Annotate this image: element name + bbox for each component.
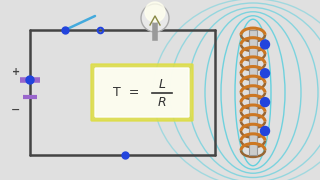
Text: L: L [158, 78, 165, 91]
Text: +: + [12, 67, 20, 77]
Circle shape [260, 40, 269, 49]
Bar [249, 30, 257, 155]
Text: R: R [158, 96, 166, 109]
Circle shape [260, 69, 269, 78]
Circle shape [260, 98, 269, 107]
Circle shape [260, 127, 269, 136]
Text: T  =: T = [113, 86, 139, 99]
Circle shape [141, 4, 169, 32]
Text: −: − [11, 105, 21, 115]
FancyBboxPatch shape [95, 68, 189, 117]
Circle shape [145, 2, 165, 22]
Circle shape [26, 76, 34, 84]
FancyBboxPatch shape [91, 64, 193, 121]
